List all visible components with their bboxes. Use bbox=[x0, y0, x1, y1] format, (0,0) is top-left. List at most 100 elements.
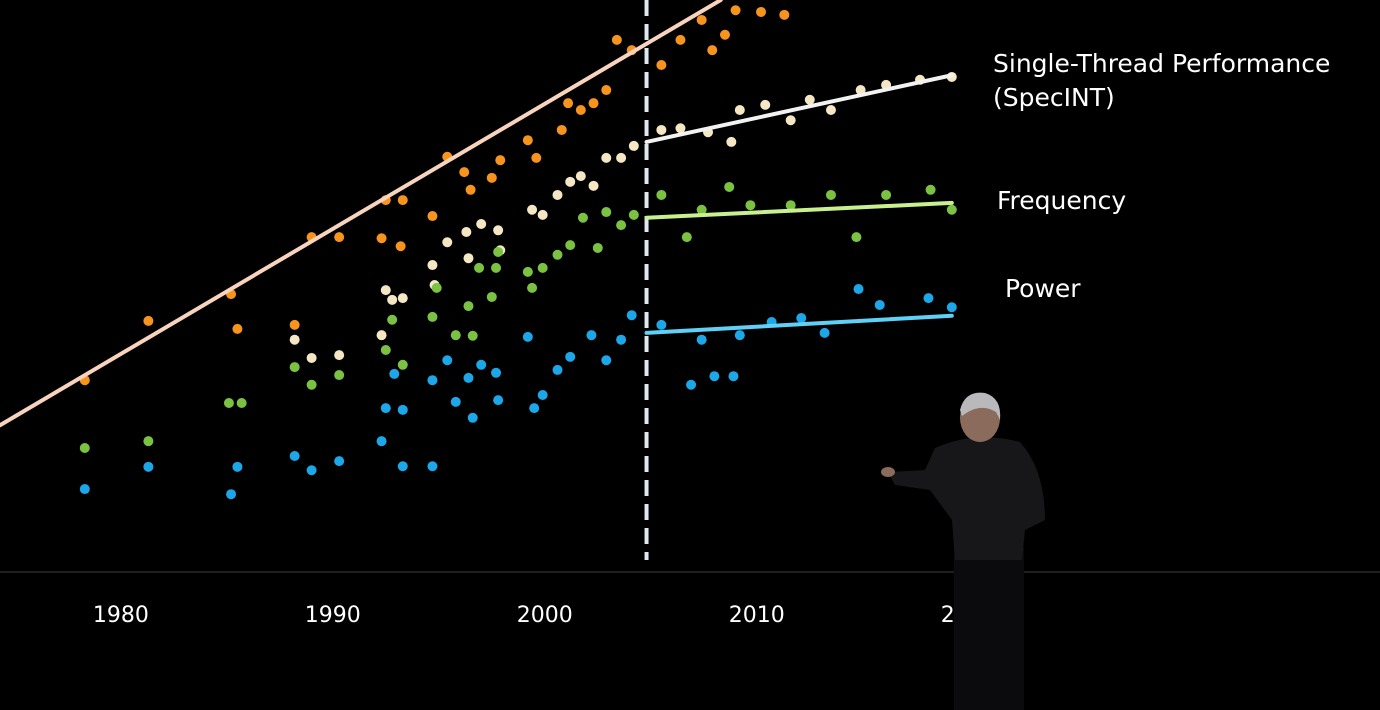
data-point bbox=[696, 334, 707, 345]
data-point bbox=[334, 370, 345, 381]
data-point bbox=[427, 211, 438, 222]
data-point bbox=[289, 334, 300, 345]
data-point bbox=[527, 282, 538, 293]
x-tick-label: 1990 bbox=[305, 603, 361, 628]
data-point bbox=[855, 85, 866, 96]
data-point bbox=[334, 350, 345, 361]
data-point bbox=[143, 461, 154, 472]
data-point bbox=[709, 371, 720, 382]
data-point bbox=[491, 367, 502, 378]
data-point bbox=[476, 359, 487, 370]
data-point bbox=[334, 232, 345, 243]
data-point bbox=[779, 9, 790, 20]
data-point bbox=[796, 313, 807, 324]
data-point bbox=[552, 249, 563, 260]
data-point bbox=[306, 379, 317, 390]
data-point bbox=[474, 262, 485, 273]
data-point bbox=[851, 232, 862, 243]
data-point bbox=[881, 189, 892, 200]
data-point bbox=[465, 184, 476, 195]
data-point bbox=[467, 412, 478, 423]
data-point bbox=[611, 34, 622, 45]
data-point bbox=[306, 465, 317, 476]
data-point bbox=[804, 94, 815, 105]
data-point bbox=[923, 293, 934, 304]
data-point bbox=[696, 204, 707, 215]
data-point bbox=[825, 105, 836, 116]
data-point bbox=[79, 484, 90, 495]
data-point bbox=[493, 246, 504, 257]
data-point bbox=[819, 327, 830, 338]
data-point bbox=[656, 59, 667, 70]
data-point bbox=[874, 299, 885, 310]
data-point bbox=[552, 189, 563, 200]
data-point bbox=[380, 344, 391, 355]
data-point bbox=[143, 315, 154, 326]
data-point bbox=[616, 220, 627, 231]
data-point bbox=[522, 331, 533, 342]
data-point bbox=[232, 461, 243, 472]
data-point bbox=[601, 85, 612, 96]
data-point bbox=[760, 99, 771, 110]
data-point bbox=[785, 200, 796, 211]
data-point bbox=[588, 98, 599, 109]
data-point bbox=[334, 456, 345, 467]
x-tick-label: 1980 bbox=[93, 603, 149, 628]
data-point bbox=[442, 355, 453, 366]
data-point bbox=[380, 403, 391, 414]
x-tick-label: 2000 bbox=[517, 603, 573, 628]
data-point bbox=[686, 379, 697, 390]
data-point bbox=[785, 115, 796, 126]
trend-line bbox=[644, 200, 954, 220]
data-point bbox=[527, 204, 538, 215]
data-point bbox=[376, 436, 387, 447]
data-point bbox=[431, 282, 442, 293]
data-point bbox=[522, 266, 533, 277]
data-point bbox=[696, 14, 707, 25]
data-point bbox=[289, 362, 300, 373]
data-point bbox=[575, 105, 586, 116]
data-point bbox=[853, 283, 864, 294]
data-point bbox=[728, 371, 739, 382]
data-point bbox=[397, 359, 408, 370]
data-point bbox=[586, 330, 597, 341]
data-point bbox=[450, 396, 461, 407]
data-point bbox=[395, 241, 406, 252]
data-point bbox=[376, 233, 387, 244]
data-point bbox=[289, 319, 300, 330]
data-point bbox=[427, 311, 438, 322]
trend-line bbox=[644, 313, 954, 335]
data-point bbox=[656, 124, 667, 135]
trend-line bbox=[644, 73, 954, 144]
data-point bbox=[389, 368, 400, 379]
data-point bbox=[306, 352, 317, 363]
data-point bbox=[427, 260, 438, 271]
data-point bbox=[495, 155, 506, 166]
data-point bbox=[463, 253, 474, 264]
series-label: Power bbox=[1005, 274, 1081, 303]
data-point bbox=[675, 34, 686, 45]
data-point bbox=[675, 123, 686, 134]
series-label: Single-Thread Performance (SpecINT) bbox=[993, 49, 1331, 112]
data-point bbox=[681, 232, 692, 243]
data-point bbox=[745, 200, 756, 211]
data-point bbox=[79, 443, 90, 454]
data-point bbox=[380, 285, 391, 296]
data-point bbox=[522, 135, 533, 146]
data-point bbox=[463, 372, 474, 383]
data-point bbox=[577, 212, 588, 223]
trend-line bbox=[0, 0, 723, 428]
data-point bbox=[491, 262, 502, 273]
data-point bbox=[461, 226, 472, 237]
data-point bbox=[575, 171, 586, 182]
data-point bbox=[476, 219, 487, 230]
data-point bbox=[565, 351, 576, 362]
data-point bbox=[592, 242, 603, 253]
data-point bbox=[616, 334, 627, 345]
data-point bbox=[463, 301, 474, 312]
data-point bbox=[946, 204, 957, 215]
data-point bbox=[552, 364, 563, 375]
data-point bbox=[459, 167, 470, 178]
data-point bbox=[565, 240, 576, 251]
series-label: Frequency bbox=[997, 186, 1127, 215]
